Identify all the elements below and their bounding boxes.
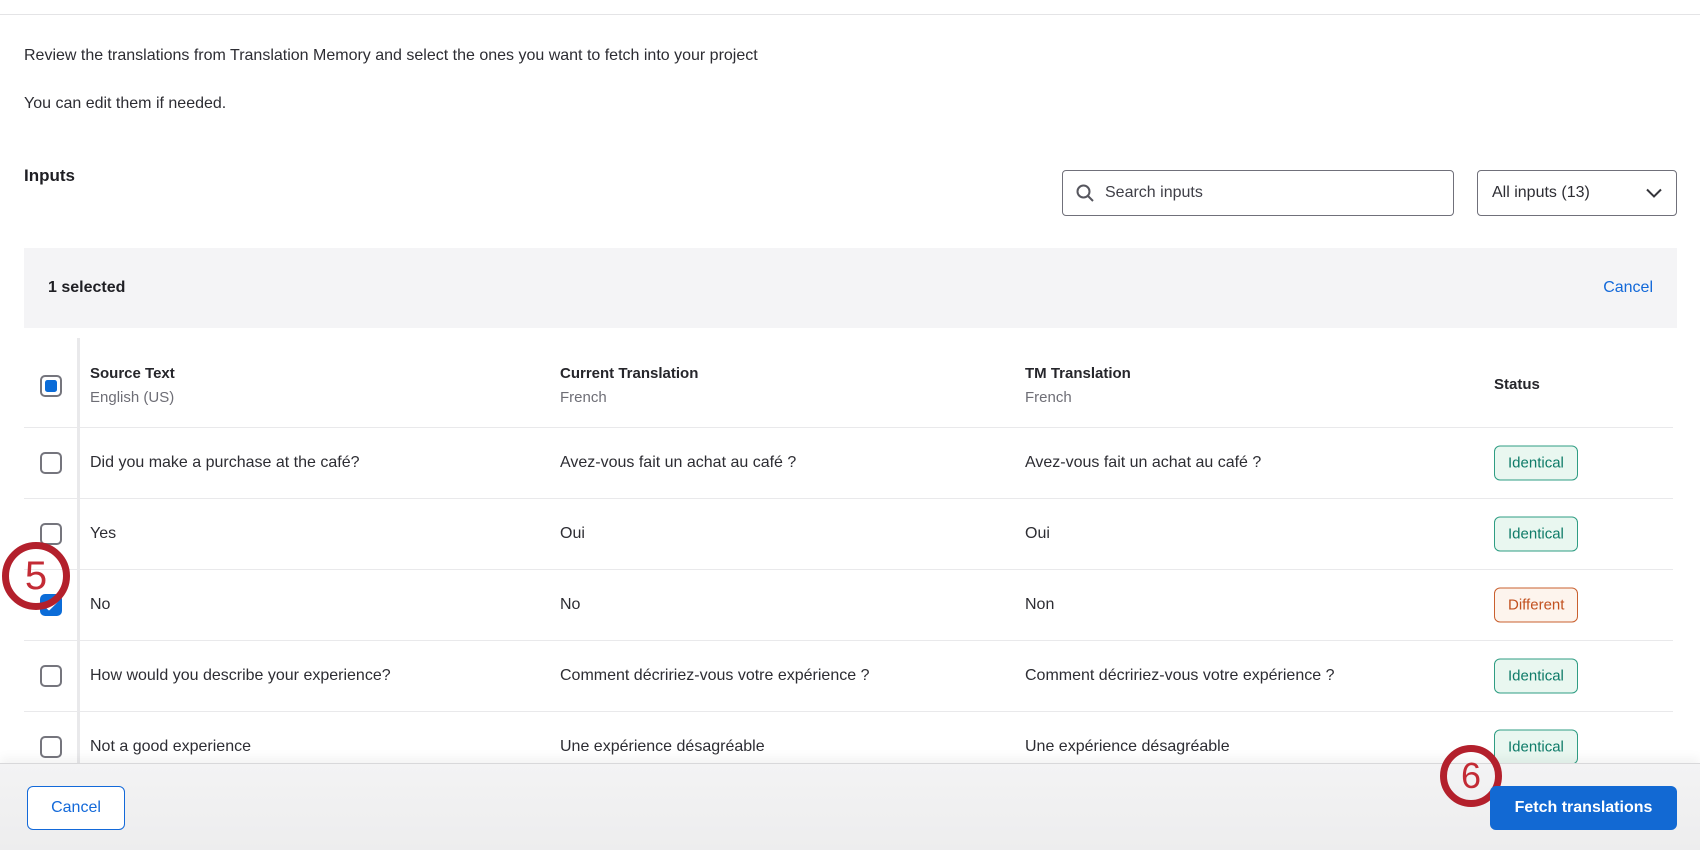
current-translation-cell: No (560, 596, 581, 613)
translations-table: Source Text English (US) Current Transla… (24, 332, 1673, 782)
table-row: How would you describe your experience? … (24, 640, 1673, 711)
status-badge: Identical (1494, 445, 1578, 481)
inputs-filter-dropdown[interactable]: All inputs (13) (1477, 170, 1677, 216)
source-text-cell: Not a good experience (90, 738, 251, 755)
table-body: Did you make a purchase at the café? Ave… (24, 427, 1673, 782)
checkbox-column-divider (77, 338, 80, 763)
source-text-cell: Yes (90, 525, 117, 542)
inputs-section-title: Inputs (24, 166, 75, 185)
selection-bar: 1 selected Cancel (24, 248, 1677, 328)
row-checkbox[interactable] (40, 665, 62, 687)
selection-count: 1 selected (48, 279, 126, 296)
source-text-cell: No (90, 596, 111, 613)
search-input[interactable] (1105, 184, 1441, 202)
tm-translation-cell: Oui (1025, 525, 1050, 542)
column-header-current: Current Translation French (560, 365, 699, 406)
table-row: Yes Oui Oui Identical (24, 498, 1673, 569)
status-badge: Identical (1494, 516, 1578, 552)
status-cell: Identical (1494, 658, 1578, 694)
tm-translation-cell: Avez-vous fait un achat au café ? (1025, 454, 1262, 471)
column-header-status: Status (1494, 376, 1540, 393)
source-text-cell: How would you describe your experience? (90, 667, 391, 684)
fetch-translations-button[interactable]: Fetch translations (1490, 786, 1677, 830)
current-translation-cell: Avez-vous fait un achat au café ? (560, 454, 797, 471)
top-divider (0, 14, 1700, 15)
search-inputs-box[interactable] (1062, 170, 1454, 216)
tutorial-step-6-annotation: 6 (1440, 745, 1502, 807)
intro-text-line1: Review the translations from Translation… (24, 47, 758, 64)
current-translation-cell: Oui (560, 525, 585, 542)
status-cell: Identical (1494, 445, 1578, 481)
current-translation-cell: Comment décririez-vous votre expérience … (560, 667, 870, 684)
tutorial-step-5-annotation: 5 (2, 542, 70, 610)
row-checkbox[interactable] (40, 452, 62, 474)
current-translation-cell: Une expérience désagréable (560, 738, 765, 755)
status-cell: Identical (1494, 516, 1578, 552)
row-checkbox[interactable] (40, 523, 62, 545)
table-header-row: Source Text English (US) Current Transla… (24, 332, 1673, 427)
selection-cancel-link[interactable]: Cancel (1603, 279, 1653, 296)
table-row: No No Non Different (24, 569, 1673, 640)
tm-translation-cell: Non (1025, 596, 1055, 613)
table-row: Not a good experience Une expérience dés… (24, 711, 1673, 782)
indeterminate-mark (45, 380, 57, 392)
source-text-cell: Did you make a purchase at the café? (90, 454, 360, 471)
inputs-filter-value: All inputs (13) (1492, 184, 1590, 201)
chevron-down-icon (1646, 188, 1662, 198)
row-checkbox[interactable] (40, 736, 62, 758)
status-badge: Identical (1494, 729, 1578, 765)
footer-bar: Cancel Fetch translations (0, 763, 1700, 850)
status-cell: Different (1494, 587, 1579, 623)
table-row: Did you make a purchase at the café? Ave… (24, 427, 1673, 498)
status-badge: Identical (1494, 658, 1578, 694)
column-header-tm: TM Translation French (1025, 365, 1131, 406)
search-icon (1075, 183, 1095, 203)
status-cell: Identical (1494, 729, 1578, 765)
select-all-checkbox[interactable] (40, 375, 62, 397)
column-header-source: Source Text English (US) (90, 365, 175, 406)
tm-translation-cell: Comment décririez-vous votre expérience … (1025, 667, 1335, 684)
status-badge: Different (1494, 587, 1579, 623)
intro-text-line2: You can edit them if needed. (24, 95, 227, 112)
cancel-button[interactable]: Cancel (27, 786, 125, 830)
tm-translation-cell: Une expérience désagréable (1025, 738, 1230, 755)
